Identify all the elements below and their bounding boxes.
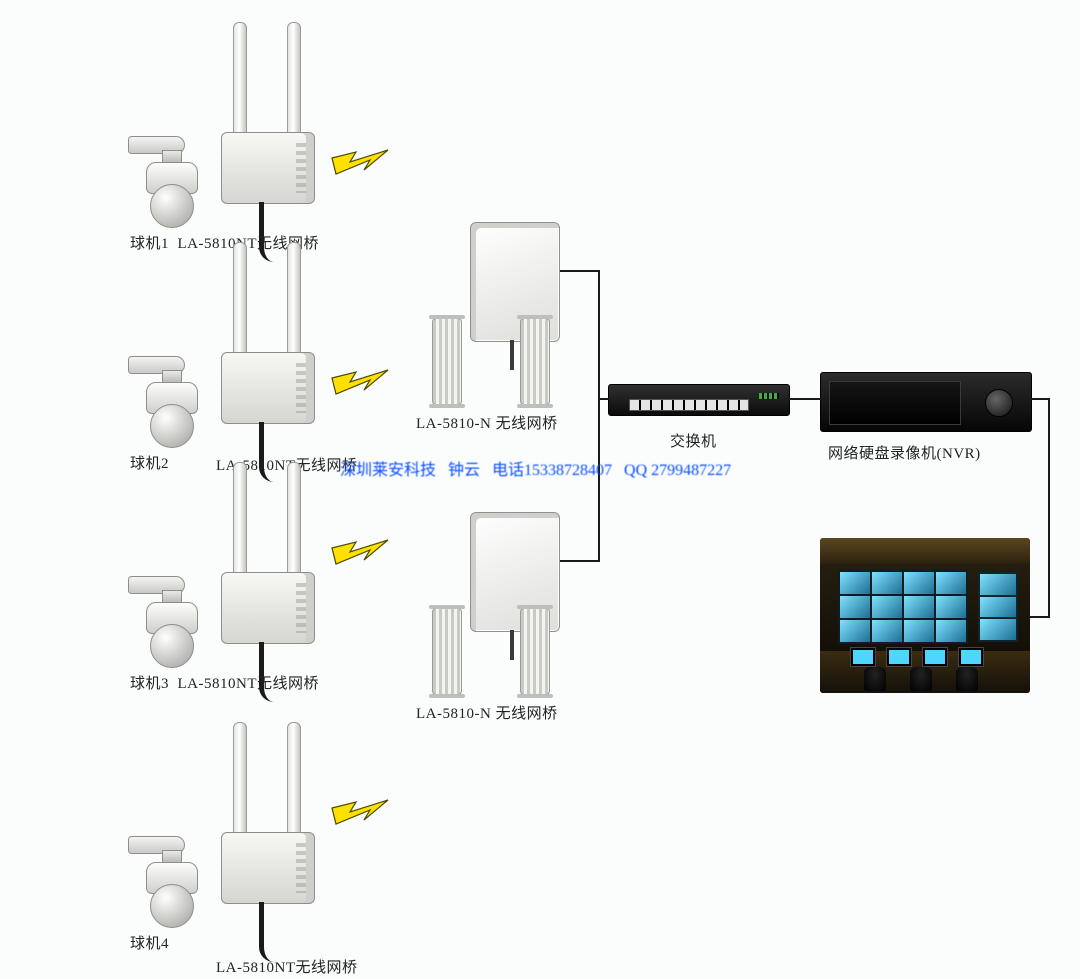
wireless-bridge-tx-1 bbox=[215, 22, 325, 222]
network-switch bbox=[608, 384, 790, 416]
wireless-link-icon bbox=[330, 140, 390, 180]
dome-camera-3 bbox=[128, 568, 198, 668]
switch-label: 交换机 bbox=[670, 430, 717, 451]
monitoring-room bbox=[820, 538, 1030, 693]
wireless-bridge-tx-4 bbox=[215, 722, 325, 922]
wireless-link-icon bbox=[330, 530, 390, 570]
diagram-canvas: 球机1 LA-5810NT无线网桥 球机2 LA-5810NT无线网桥 球机3 … bbox=[0, 0, 1080, 979]
camera-2-label: 球机2 bbox=[130, 452, 169, 473]
watermark-text: 深圳莱安科技 钟云 电话15338728407 QQ 2799487227 bbox=[340, 456, 731, 480]
bridge-rx-1-label: LA-5810-N 无线网桥 bbox=[416, 412, 558, 433]
wireless-link-icon bbox=[330, 360, 390, 400]
nvr-recorder bbox=[820, 372, 1032, 432]
wireless-link-icon bbox=[330, 790, 390, 830]
wireless-bridge-tx-3 bbox=[215, 462, 325, 662]
wire bbox=[560, 270, 600, 272]
wireless-bridge-rx-2 bbox=[402, 512, 562, 702]
wire bbox=[1030, 616, 1050, 618]
wireless-bridge-rx-1 bbox=[402, 222, 562, 412]
dome-camera-2 bbox=[128, 348, 198, 448]
wireless-bridge-tx-2 bbox=[215, 242, 325, 442]
camera-4-label: 球机4 bbox=[130, 932, 169, 953]
dome-camera-4 bbox=[128, 828, 198, 928]
bridge-tx-4-label: LA-5810NT无线网桥 bbox=[216, 956, 358, 977]
wire bbox=[1028, 398, 1050, 400]
camera-3-label: 球机3 LA-5810NT无线网桥 bbox=[130, 672, 319, 693]
wire bbox=[560, 560, 600, 562]
wire bbox=[598, 270, 600, 398]
nvr-label: 网络硬盘录像机(NVR) bbox=[828, 442, 981, 463]
wire bbox=[788, 398, 822, 400]
bridge-rx-2-label: LA-5810-N 无线网桥 bbox=[416, 702, 558, 723]
dome-camera-1 bbox=[128, 128, 198, 228]
wire bbox=[1048, 398, 1050, 618]
